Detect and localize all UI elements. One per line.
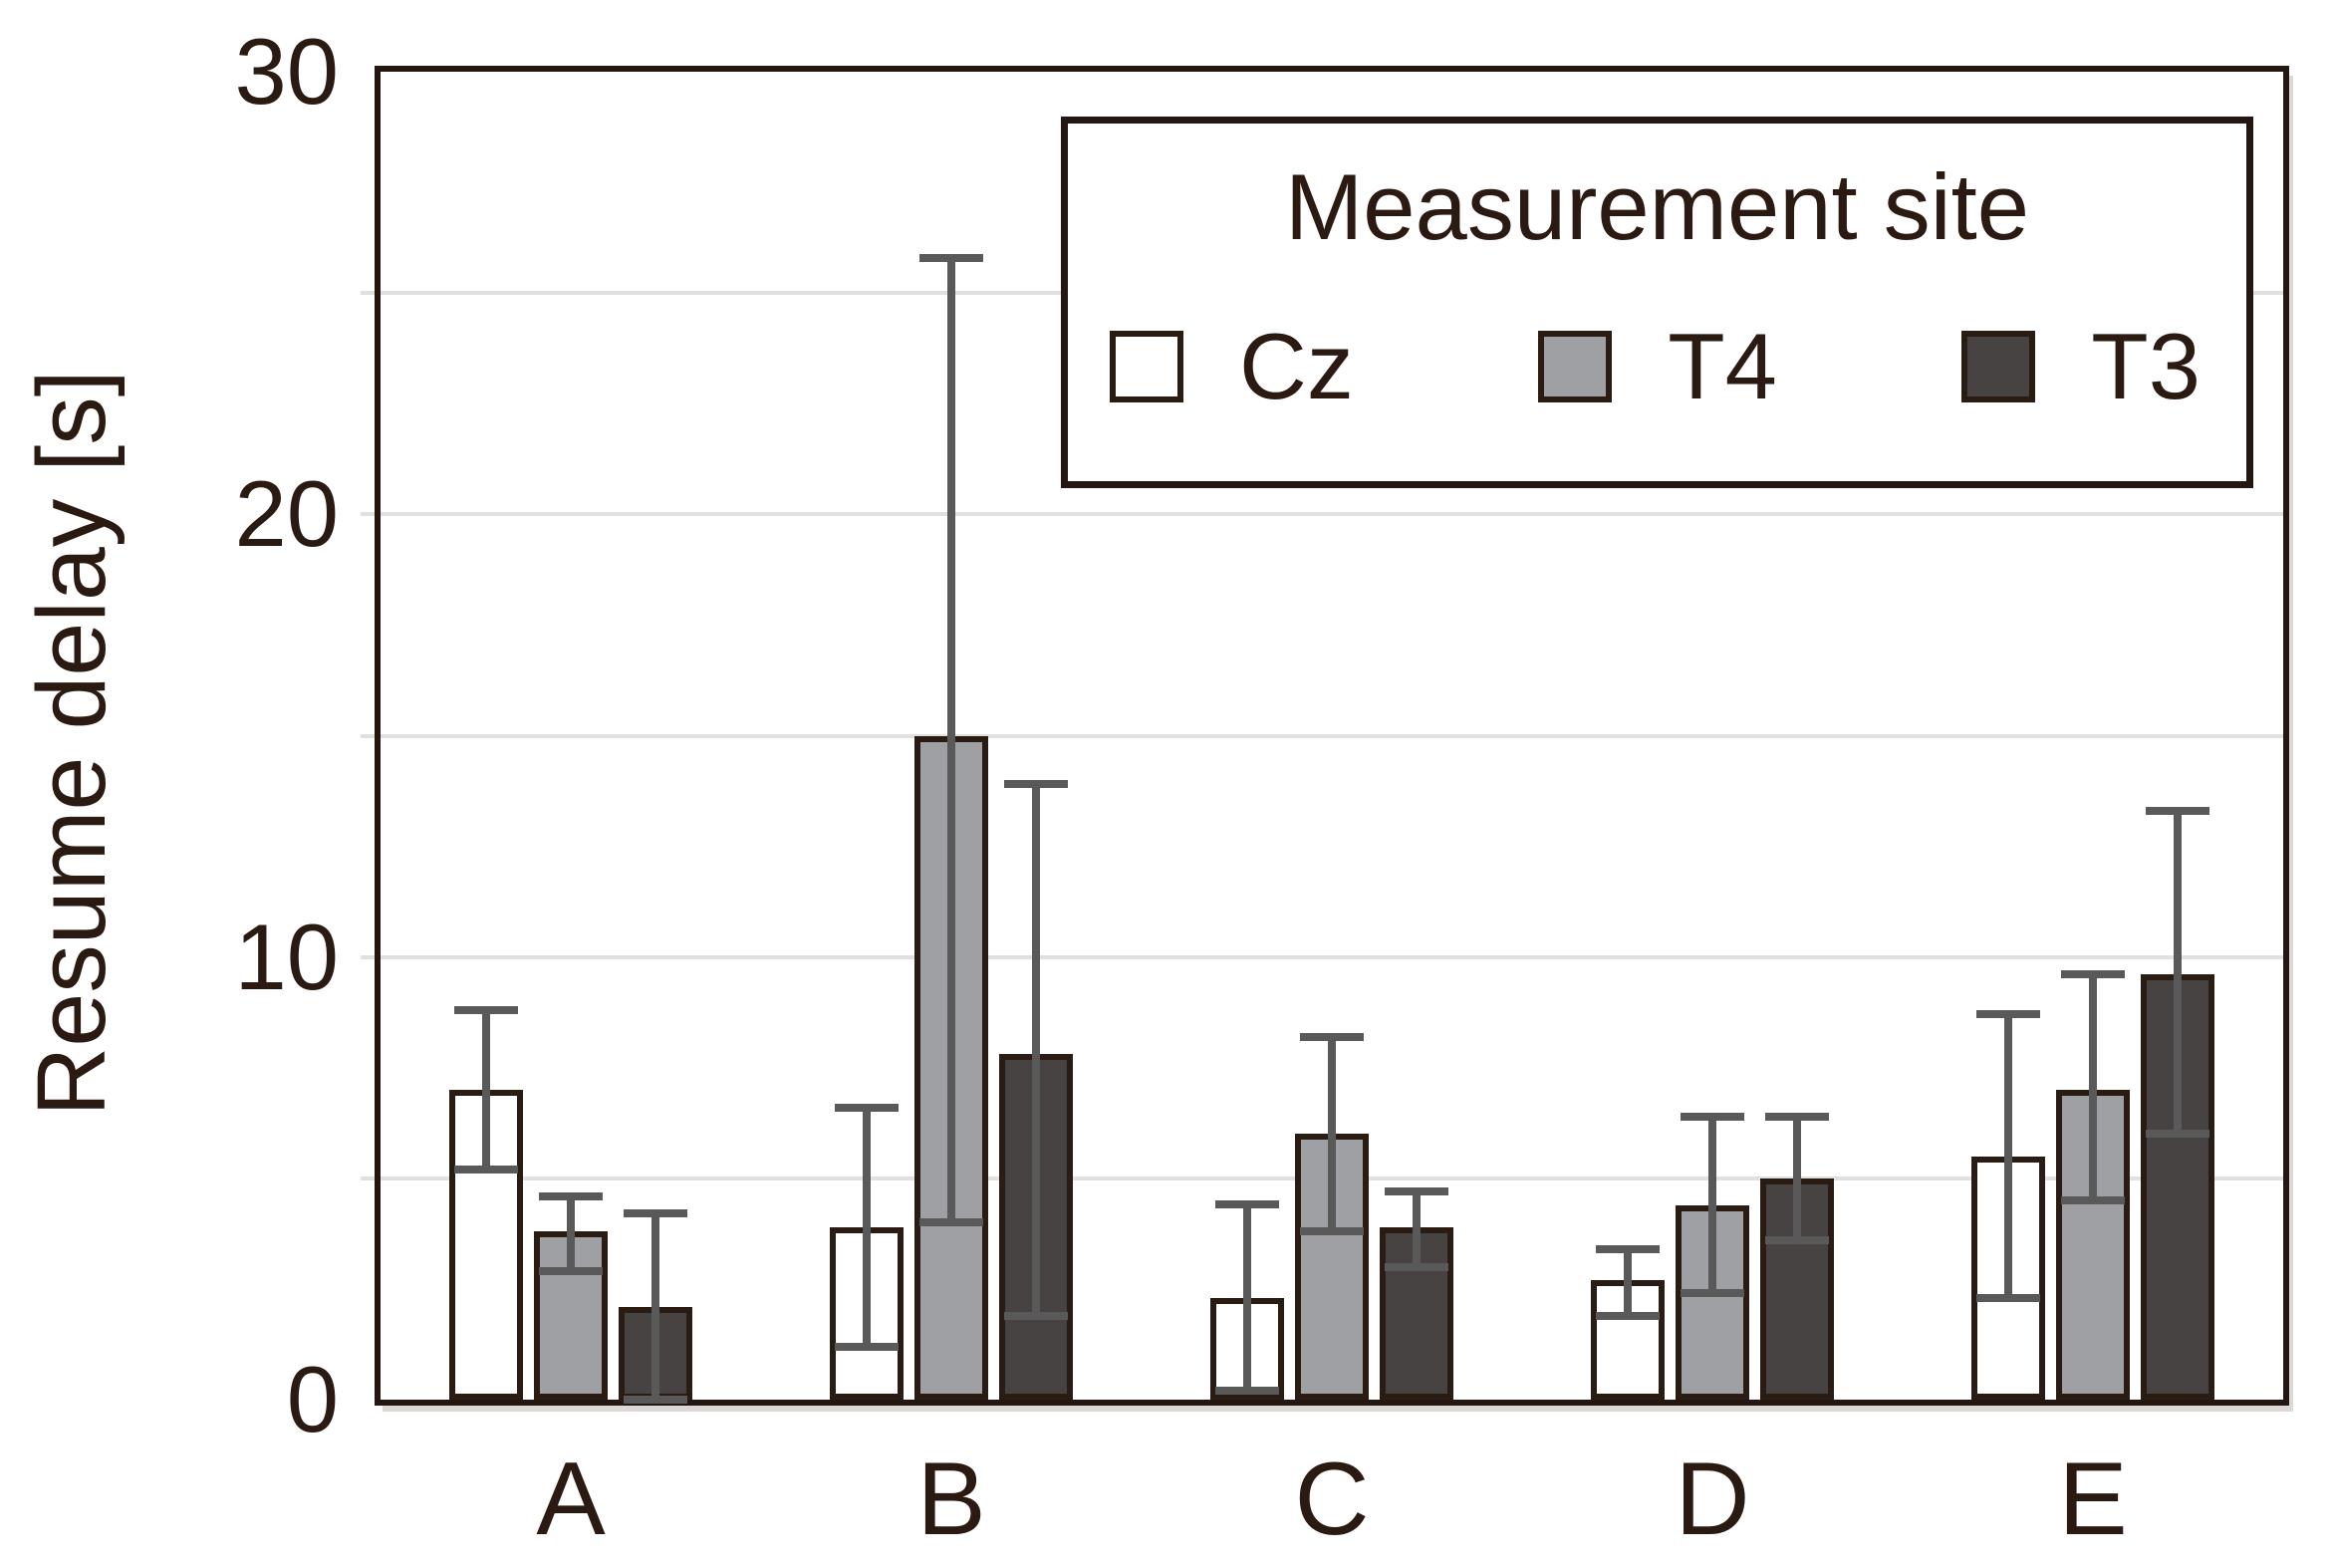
- y-tick-label-0: 0: [286, 1347, 339, 1451]
- cz-swatch-icon: [1110, 331, 1183, 402]
- y-tick-mark-20: [361, 512, 375, 517]
- y-axis-title: Resume delay [s]: [17, 370, 126, 1117]
- error-cap-low-Cz-E: [1976, 1293, 2040, 1302]
- error-cap-low-T4-D: [1681, 1289, 1744, 1298]
- legend-label-t4: T4: [1668, 314, 1777, 418]
- x-category-label-E: E: [2058, 1441, 2128, 1557]
- x-category-label-B: B: [916, 1441, 986, 1557]
- bar-Cz-A: [449, 1089, 523, 1400]
- error-bar-T4-A: [567, 1195, 575, 1272]
- error-cap-low-T4-B: [919, 1218, 983, 1227]
- x-category-label-D: D: [1675, 1441, 1750, 1557]
- error-cap-high-T4-D: [1681, 1112, 1744, 1121]
- legend-item-t4: T4: [1538, 317, 1777, 416]
- error-cap-high-T4-E: [2061, 970, 2125, 979]
- error-cap-high-Cz-E: [1976, 1010, 2040, 1019]
- error-cap-high-T3-B: [1004, 780, 1068, 789]
- error-cap-high-T4-C: [1300, 1032, 1364, 1041]
- legend: Measurement site Cz T4 T3: [1061, 117, 2253, 488]
- y-tick-mark-15: [361, 733, 375, 738]
- legend-title: Measurement site: [1284, 154, 2030, 259]
- error-cap-low-Cz-C: [1215, 1387, 1279, 1396]
- y-tick-mark-5: [361, 1176, 375, 1180]
- y-tick-label-20: 20: [234, 461, 339, 567]
- error-bar-T3-D: [1793, 1116, 1801, 1241]
- legend-item-t3: T3: [1961, 317, 2201, 416]
- y-tick-label-10: 10: [234, 904, 339, 1009]
- error-bar-Cz-D: [1624, 1248, 1632, 1316]
- legend-label-cz: Cz: [1239, 314, 1354, 418]
- error-cap-low-T4-E: [2061, 1196, 2125, 1205]
- legend-items: Cz T4 T3: [1068, 317, 2246, 416]
- error-cap-high-T3-E: [2146, 807, 2209, 816]
- error-bar-T4-C: [1328, 1036, 1336, 1232]
- error-bar-T4-D: [1708, 1116, 1716, 1294]
- legend-label-t3: T3: [2091, 314, 2201, 418]
- error-cap-high-T4-A: [539, 1191, 603, 1200]
- error-cap-low-T3-D: [1765, 1236, 1829, 1245]
- error-cap-high-Cz-D: [1596, 1244, 1660, 1253]
- gridline-20: [381, 512, 2283, 517]
- error-cap-low-T4-A: [539, 1267, 603, 1276]
- bar-T4-E: [2056, 1089, 2130, 1400]
- error-cap-low-Cz-B: [835, 1342, 899, 1351]
- error-bar-T3-A: [651, 1213, 659, 1400]
- y-tick-label-30: 30: [234, 19, 339, 124]
- error-cap-high-Cz-B: [835, 1103, 899, 1112]
- error-cap-low-Cz-A: [454, 1165, 518, 1174]
- y-tick-mark-25: [361, 291, 375, 296]
- y-tick-mark-10: [361, 954, 375, 959]
- error-cap-low-T3-C: [1385, 1262, 1448, 1271]
- error-bar-T4-E: [2089, 974, 2097, 1201]
- gridline-15: [381, 733, 2283, 738]
- error-bar-Cz-C: [1243, 1204, 1251, 1392]
- error-bar-Cz-A: [482, 1009, 490, 1170]
- error-cap-low-T3-A: [624, 1396, 687, 1404]
- error-cap-low-T3-B: [1004, 1311, 1068, 1320]
- error-cap-high-T3-C: [1385, 1187, 1448, 1196]
- error-bar-T3-E: [2174, 811, 2182, 1135]
- error-cap-high-Cz-A: [454, 1005, 518, 1014]
- error-cap-low-T3-E: [2146, 1130, 2209, 1139]
- error-bar-Cz-E: [2004, 1014, 2012, 1298]
- error-cap-high-T3-D: [1765, 1112, 1829, 1121]
- error-bar-T3-C: [1413, 1191, 1421, 1267]
- x-category-label-A: A: [536, 1441, 606, 1557]
- legend-item-cz: Cz: [1110, 317, 1354, 416]
- error-cap-high-T4-B: [919, 253, 983, 262]
- gridline-10: [381, 954, 2283, 959]
- t3-swatch-icon: [1961, 331, 2036, 402]
- error-cap-high-Cz-C: [1215, 1200, 1279, 1209]
- error-bar-Cz-B: [863, 1107, 871, 1347]
- error-cap-high-T3-A: [624, 1209, 687, 1218]
- x-category-label-C: C: [1294, 1441, 1370, 1557]
- error-cap-low-T4-C: [1300, 1227, 1364, 1236]
- error-bar-T4-B: [947, 257, 955, 1223]
- t4-swatch-icon: [1538, 331, 1613, 402]
- error-bar-T3-B: [1032, 784, 1040, 1316]
- error-cap-low-Cz-D: [1596, 1311, 1660, 1320]
